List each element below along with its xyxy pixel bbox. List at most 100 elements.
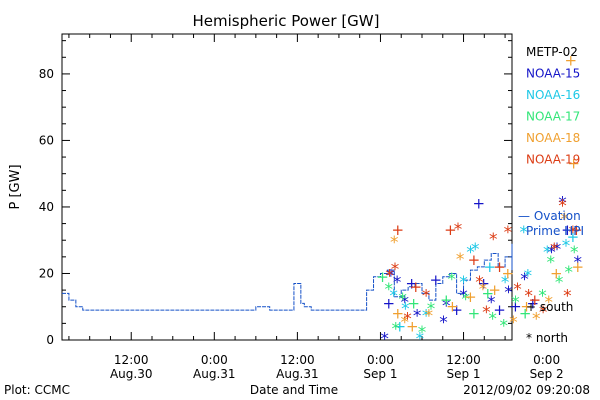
data-point-noaa-17-north: * [398,290,407,310]
x-tick-label-date: Aug.31 [276,367,319,381]
data-point-noaa-19-north: * [385,266,394,286]
plot-credit: Plot: CCMC [4,383,70,397]
data-point-noaa-17-north: * [391,320,400,340]
x-tick-label-date: Sep 2 [530,367,564,381]
data-point-noaa-16-north: * [520,223,529,243]
data-point-noaa-15-north: * [553,240,562,260]
data-point-noaa-17-north: * [488,310,497,330]
data-point-noaa-18-north: * [544,293,553,313]
data-point-noaa-17-north: * [385,280,394,300]
data-point-noaa-19-south: + [468,251,481,269]
x-tick-label-date: Sep 1 [363,367,397,381]
data-point-noaa-15-north: * [520,270,529,290]
data-point-noaa-19-north: * [550,240,559,260]
data-point-noaa-18-north: * [456,250,465,270]
legend-entry: NOAA-18 [526,131,580,145]
data-point-noaa-19-south: + [444,221,457,239]
data-point-noaa-15-south: + [526,294,539,312]
data-point-noaa-17-south: + [440,291,453,309]
legend: METP-02 NOAA-15 NOAA-16 NOAA-17 NOAA-18 NOAA-… [518,45,584,345]
x-axis: 12:00Aug.300:00Aug.3112:00Aug.310:00Sep … [68,34,564,381]
data-point-noaa-18-south: + [464,288,477,306]
data-point-noaa-15-south: + [430,271,443,289]
data-point-noaa-15-north: * [400,293,409,313]
data-point-noaa-19-north: * [403,310,412,330]
data-point-noaa-16-north: * [416,330,425,350]
data-point-noaa-15-north: * [558,193,567,213]
data-point-noaa-17-north: * [511,293,520,313]
data-point-noaa-15-north: * [487,293,496,313]
data-point-noaa-15-south: + [493,301,506,319]
data-point-noaa-19-north: * [475,273,484,293]
data-point-noaa-15-north: * [413,306,422,326]
chart-title: Hemispheric Power [GW] [193,12,380,30]
scatter-points: *+***+*+** +*++*+*+*+***+**+******+**** *+… [376,52,584,350]
data-point-noaa-18-south: + [520,298,533,316]
x-tick-label-time: 0:00 [533,353,560,367]
data-point-noaa-19-south: + [391,221,404,239]
y-axis-label: P [GW] [8,164,23,209]
data-point-noaa-19-south: + [409,278,422,296]
plot-frame [61,33,513,341]
data-point-noaa-19-north: * [524,286,533,306]
data-point-noaa-16-north: * [543,243,552,263]
data-point-noaa-18-north: * [400,313,409,333]
data-point-noaa-18-north: * [560,210,569,230]
legend-north: * north [526,331,568,345]
data-point-noaa-19-north: * [504,223,513,243]
data-point-noaa-15-north: * [574,253,583,273]
data-point-noaa-19-north: * [513,280,522,300]
data-point-noaa-18-south: + [391,304,404,322]
data-point-noaa-18-north: * [479,280,488,300]
data-point-noaa-15-south: + [450,301,463,319]
data-point-noaa-19-south: + [570,221,583,239]
data-point-noaa-18-south: + [550,264,563,282]
data-point-noaa-15-south: + [477,274,490,292]
data-point-noaa-17-north: * [461,290,470,310]
data-point-noaa-18-north: * [425,306,434,326]
data-point-noaa-18-north: * [509,313,518,333]
data-point-noaa-19-north: * [558,197,567,217]
x-tick-label-time: 0:00 [367,353,394,367]
data-point-noaa-17-south: + [407,294,420,312]
y-tick-label: 0 [46,333,54,347]
legend-entry: NOAA-16 [526,88,580,102]
data-point-noaa-15-north: * [547,243,556,263]
x-tick-label-time: 12:00 [446,353,481,367]
data-point-noaa-17-north: * [547,253,556,273]
data-point-noaa-18-south: + [406,318,419,336]
data-point-noaa-19-north: * [482,303,491,323]
data-point-noaa-18-north: * [390,233,399,253]
data-point-noaa-16-north: * [466,243,475,263]
data-point-noaa-17-south: + [468,304,481,322]
y-tick-label: 40 [39,200,54,214]
data-point-noaa-17-south: + [481,284,494,302]
data-point-noaa-18-south: + [502,264,515,282]
data-point-noaa-15-south: + [509,298,522,316]
data-point-noaa-19-north: * [563,286,572,306]
data-point-noaa-18-south: + [446,298,459,316]
data-point-noaa-15-north: * [504,283,513,303]
y-tick-label: 20 [39,266,54,280]
data-point-noaa-18-south: + [565,52,578,70]
x-tick-label-date: Sep 1 [446,367,480,381]
data-point-noaa-16-north: * [389,286,398,306]
data-point-noaa-17-south: + [376,268,389,286]
data-point-noaa-16-south: + [394,318,407,336]
data-point-noaa-15-south: + [405,274,418,292]
data-point-noaa-19-north: * [454,220,463,240]
legend-south: + south [526,300,573,314]
data-point-noaa-15-north: * [393,273,402,293]
data-point-noaa-16-north: * [471,240,480,260]
legend-ovation-line1: — Ovation [518,209,581,223]
data-point-noaa-16-north: * [562,237,571,257]
data-point-noaa-15-north: * [459,286,468,306]
x-axis-label: Date and Time [250,383,338,397]
data-point-noaa-15-north: * [439,313,448,333]
data-point-noaa-15-south: + [561,221,574,239]
legend-entry: NOAA-19 [526,153,580,167]
x-tick-label-time: 12:00 [114,353,149,367]
data-point-noaa-15-south: + [472,195,485,213]
data-point-noaa-18-south: + [571,258,584,276]
data-point-noaa-15-north: * [380,330,389,350]
